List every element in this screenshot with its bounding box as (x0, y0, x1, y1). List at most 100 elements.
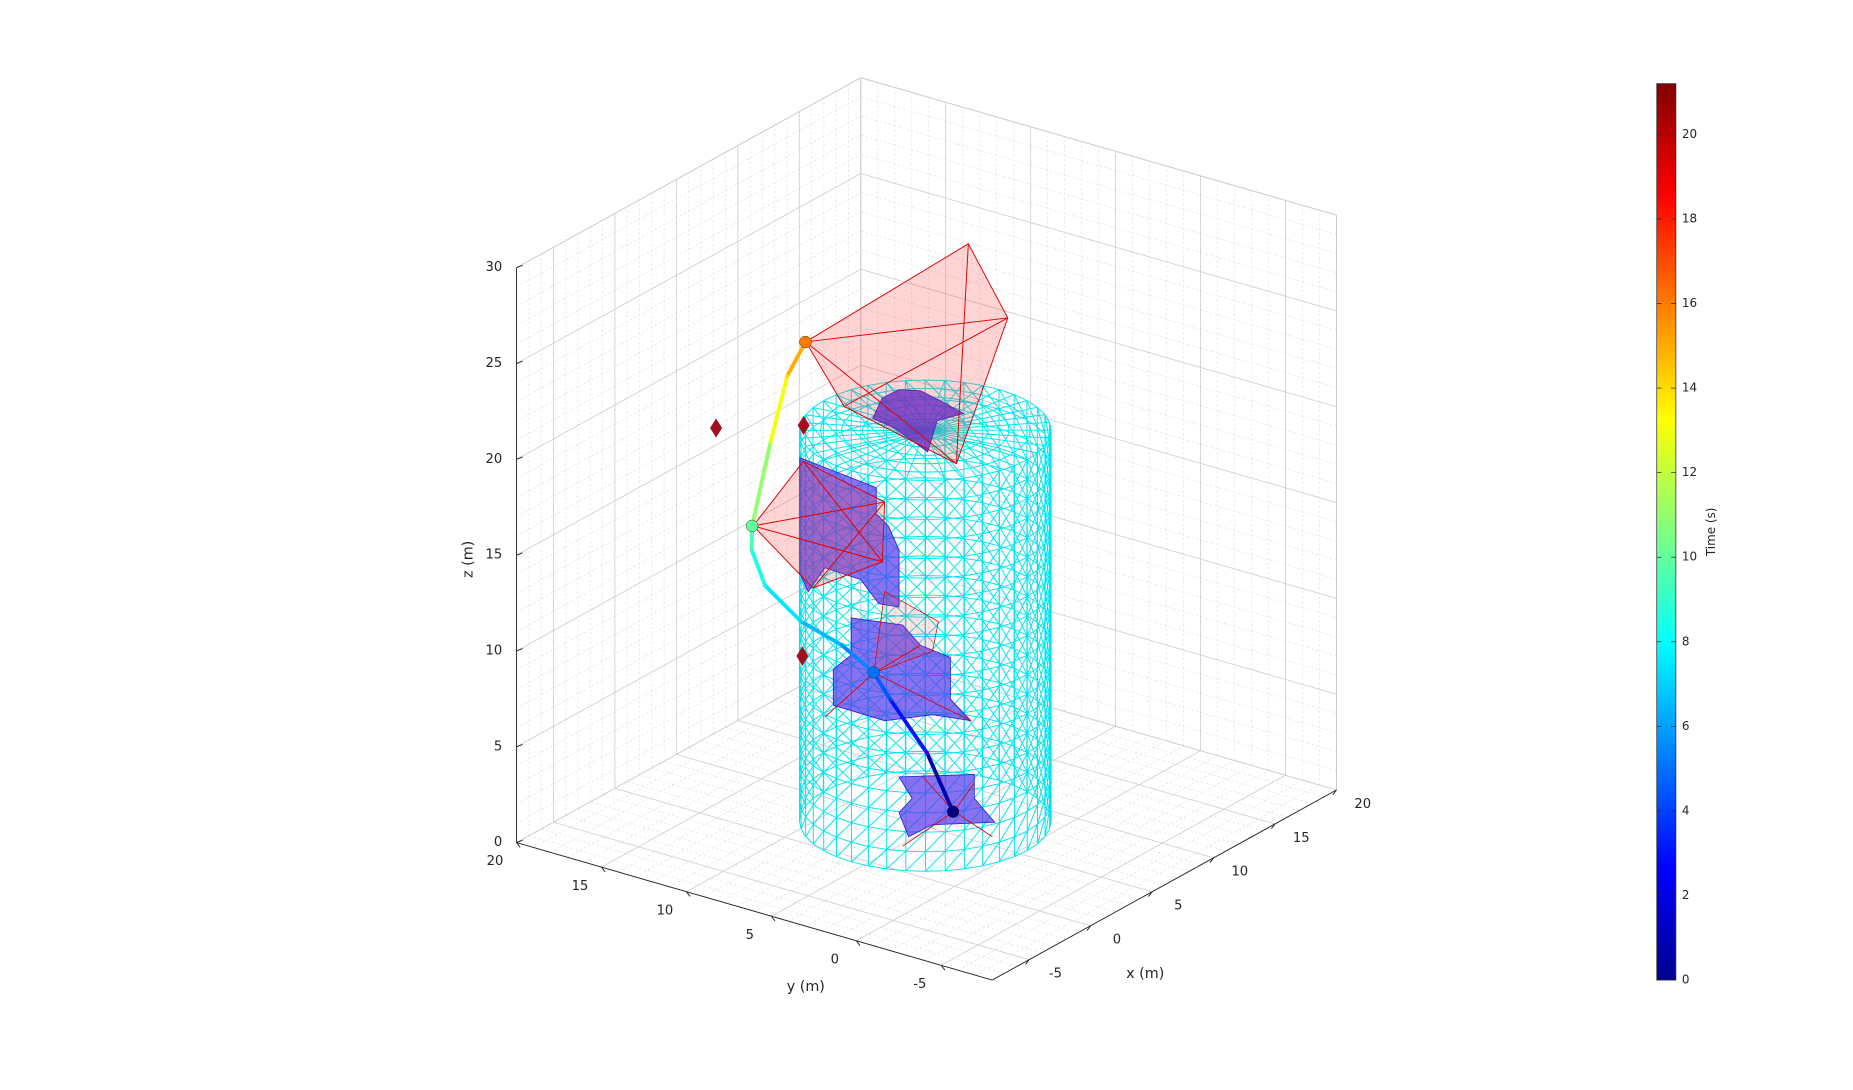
trajectory-segment (750, 440, 773, 528)
colorbar-tick-label: 6 (1682, 719, 1690, 733)
trajectory-point (768, 440, 773, 445)
tick-mark (940, 965, 946, 971)
tick-mark (516, 842, 521, 848)
z-tick-label: 0 (494, 835, 502, 850)
minor-grid-line (516, 633, 861, 824)
y-tick-label: 10 (657, 903, 674, 918)
grid-line (860, 268, 1337, 408)
patch (832, 617, 972, 722)
trajectory-segment (798, 619, 844, 648)
frustum-edges (805, 243, 1008, 465)
grid-line (860, 556, 1337, 695)
minor-grid-line (860, 441, 1337, 580)
minor-grid-line (860, 249, 1337, 388)
tick-mark (516, 552, 523, 556)
minor-grid-line (762, 706, 1239, 845)
tick-mark (601, 866, 606, 873)
minor-grid-line (528, 835, 1005, 974)
patch (872, 389, 965, 453)
trajectory-segment (768, 374, 790, 445)
waypoint (710, 418, 723, 438)
colorbar-tick-label: 18 (1682, 211, 1697, 225)
minor-grid-line (860, 211, 1337, 350)
minor-grid-line (805, 735, 1150, 927)
colorbar-tick-label: 0 (1682, 973, 1690, 987)
y-axis (516, 842, 993, 981)
trajectory-segment (839, 643, 876, 675)
tick-mark (516, 648, 523, 652)
colorbar-tick-label: 20 (1682, 127, 1697, 141)
grid-line (516, 652, 861, 843)
minor-grid-line (584, 671, 929, 863)
frustum (752, 460, 886, 589)
y-tick-label: -5 (913, 977, 926, 992)
minor-grid-line (688, 747, 1165, 886)
minor-grid-line (550, 662, 895, 853)
minor-grid-line (516, 479, 861, 671)
frustum (873, 591, 939, 674)
minor-grid-line (516, 96, 861, 288)
trajectory-segment (925, 750, 955, 814)
colorbar-tick-label: 14 (1682, 381, 1697, 395)
minor-grid-line (786, 692, 1263, 832)
minor-grid-line (907, 765, 1252, 956)
minor-grid-line (516, 403, 861, 594)
minor-grid-line (516, 594, 861, 786)
colorbar-tick-label: 16 (1682, 296, 1697, 310)
minor-grid-line (860, 307, 1337, 446)
minor-grid-line (860, 230, 1337, 369)
minor-grid-line (890, 760, 1235, 951)
minor-grid-line (860, 518, 1337, 657)
minor-grid-line (860, 134, 1337, 273)
trajectory-segment (888, 697, 929, 755)
minor-grid-line (516, 307, 861, 498)
minor-grid-line (516, 345, 861, 537)
minor-grid-line (516, 211, 861, 403)
plot-area: -5 0 5 10 15 20 -5 0 5 10 15 20 0 5 10 15 20 25 30 (486, 260, 1372, 992)
patch (898, 774, 996, 838)
x-tick-label: 5 (1174, 899, 1182, 914)
x-axis-label: x (m) (1126, 966, 1164, 982)
y-tick-label: 15 (572, 879, 589, 894)
x-tick-label: -5 (1049, 967, 1062, 982)
x-tick-label: 15 (1293, 831, 1310, 846)
colorbar-tick-label: 10 (1682, 550, 1697, 564)
grid-line (516, 364, 861, 556)
y-tick-label: 5 (746, 928, 754, 943)
z-tick-label: 20 (486, 452, 503, 467)
minor-grid-line (590, 801, 1067, 940)
minor-grid-line (958, 779, 1303, 971)
minor-grid-line (860, 326, 1337, 465)
minor-grid-line (860, 575, 1337, 714)
minor-grid-line (725, 726, 1202, 866)
minor-grid-line (860, 96, 1337, 235)
minor-grid-line (860, 594, 1337, 733)
minor-grid-line (860, 288, 1337, 427)
minor-grid-line (516, 249, 861, 441)
trajectory-point (925, 750, 929, 755)
minor-grid-line (516, 441, 861, 633)
colorbar-tick-label: 2 (1682, 888, 1690, 902)
tick-mark (516, 456, 523, 460)
minor-grid-line (860, 479, 1337, 618)
tick-mark (516, 264, 523, 269)
minor-grid-line (822, 740, 1167, 932)
minor-grid-line (577, 808, 1054, 947)
minor-grid-line (516, 134, 861, 326)
grid-line (856, 750, 1201, 942)
trajectory-point (799, 335, 812, 349)
minor-grid-line (618, 681, 963, 873)
grid-line (860, 173, 1337, 312)
minor-grid-line (635, 686, 980, 878)
grid-line (860, 364, 1337, 503)
trajectory-point (867, 666, 880, 679)
minor-grid-line (669, 696, 1014, 888)
grid-line (516, 268, 861, 460)
tick-mark (516, 743, 523, 748)
frustum-edges (753, 461, 886, 589)
minor-grid-line (516, 613, 861, 805)
minor-grid-line (975, 784, 1320, 976)
minor-grid-line (860, 498, 1337, 638)
tick-mark (686, 891, 691, 897)
